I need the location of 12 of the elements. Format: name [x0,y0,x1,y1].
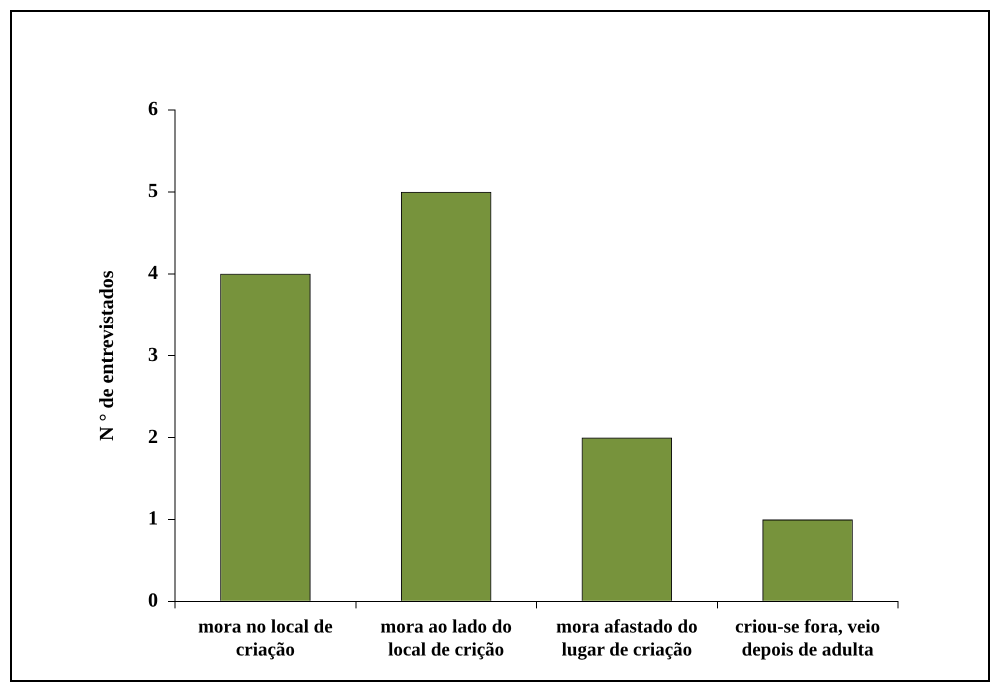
x-tick-label: mora ao lado do local de crição [380,616,512,661]
y-tick-label: 1 [148,508,158,530]
y-axis-title: N ° de entrevistados [96,270,118,441]
y-tick-label: 6 [148,98,158,120]
x-tick-label: mora afastado do lugar de criação [556,616,698,661]
y-tick-label: 3 [148,344,158,366]
y-tick-label: 4 [148,262,158,284]
x-tick-label: mora no local de criação [198,616,333,661]
y-tick-label: 0 [148,590,158,612]
y-tick-label: 5 [148,180,158,202]
x-tick-label: criou-se fora, veio depois de adulta [735,616,880,661]
y-tick-label: 2 [148,426,158,448]
